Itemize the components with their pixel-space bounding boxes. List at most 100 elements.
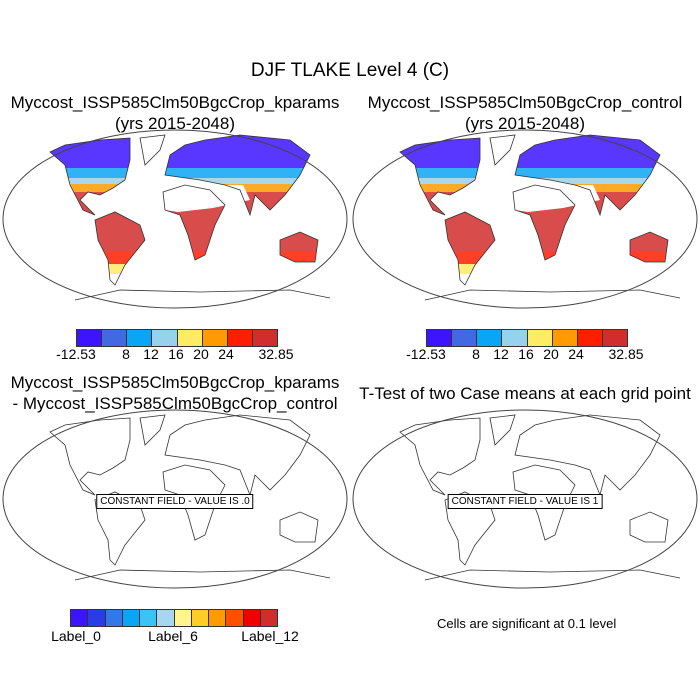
coastline-eurasia bbox=[514, 134, 661, 217]
coastline-south-america bbox=[444, 211, 496, 286]
colorbar-tick-label: -12.53 bbox=[56, 346, 96, 362]
colorbar-tick-label: 24 bbox=[568, 346, 584, 362]
colorbar-box-6 bbox=[577, 330, 603, 346]
colorbar-box-0 bbox=[71, 610, 89, 626]
coastline-africa bbox=[162, 184, 226, 261]
colorbar-box-4 bbox=[527, 330, 553, 346]
colorbar-box-3 bbox=[122, 610, 140, 626]
colorbar-box-7 bbox=[252, 330, 277, 346]
colorbar-box-11 bbox=[260, 610, 277, 626]
colorbar-tick-label: 20 bbox=[543, 346, 559, 362]
data-band bbox=[400, 264, 668, 274]
map-boundary bbox=[352, 409, 698, 589]
panel-3-title-line2: - Myccost_ISSP585Clm50BgcCrop_control bbox=[12, 394, 338, 413]
coastline-eurasia bbox=[514, 414, 661, 497]
coastline-africa bbox=[162, 464, 226, 541]
colorbar-tick-label: 16 bbox=[518, 346, 534, 362]
colorbar-tick-label: 16 bbox=[168, 346, 184, 362]
coastline-africa bbox=[512, 464, 576, 541]
colorbar-box-10 bbox=[243, 610, 261, 626]
data-band bbox=[400, 168, 668, 178]
colorbar-box-1 bbox=[88, 610, 106, 626]
data-band bbox=[400, 135, 668, 168]
colorbar-box-5 bbox=[202, 330, 228, 346]
coastline-greenland bbox=[489, 134, 516, 166]
colorbar-box-7 bbox=[191, 610, 209, 626]
map-panel-4 bbox=[352, 409, 698, 589]
coastline-eurasia bbox=[164, 134, 311, 217]
data-band bbox=[50, 264, 318, 274]
colorbar-diff-label-12: Label_12 bbox=[241, 628, 299, 644]
figure-title: DJF TLAKE Level 4 (C) bbox=[250, 60, 450, 81]
coastline-australia bbox=[279, 231, 319, 263]
colorbar-diff bbox=[70, 609, 278, 627]
coastline-eurasia bbox=[164, 414, 311, 497]
colorbar-box-4 bbox=[140, 610, 158, 626]
colorbar-box-0 bbox=[77, 330, 103, 346]
colorbar-tick-label: 20 bbox=[193, 346, 209, 362]
colorbar-tick-label: 8 bbox=[122, 346, 130, 362]
coastline-north-america bbox=[399, 137, 481, 216]
panel-3-title-line1: Myccost_ISSP585Clm50BgcCrop_kparams bbox=[10, 373, 340, 392]
coastline-australia bbox=[629, 511, 669, 543]
colorbar-box-5 bbox=[552, 330, 578, 346]
colorbar-box-3 bbox=[152, 330, 178, 346]
colorbar-box-0 bbox=[427, 330, 453, 346]
coastline-africa bbox=[512, 184, 576, 261]
panel-1-title: Myccost_ISSP585Clm50BgcCrop_kparams (yrs… bbox=[0, 92, 350, 134]
panel-3-title: Myccost_ISSP585Clm50BgcCrop_kparams - My… bbox=[0, 372, 350, 414]
colorbar-tick-label: 8 bbox=[472, 346, 480, 362]
coastline-australia bbox=[629, 231, 669, 263]
colorbar-tick-label: 12 bbox=[493, 346, 509, 362]
colorbar-box-6 bbox=[227, 330, 253, 346]
colorbar-diff-label-0: Label_0 bbox=[51, 628, 101, 644]
constant-field-label-ttest: CONSTANT FIELD - VALUE IS 1 bbox=[447, 494, 603, 509]
colorbar-box-2 bbox=[477, 330, 503, 346]
map-boundary bbox=[2, 409, 348, 589]
colorbar-panel-2 bbox=[426, 329, 628, 347]
colorbar-tick-label: -12.53 bbox=[406, 346, 446, 362]
colorbar-tick-label: 12 bbox=[143, 346, 159, 362]
coastline-greenland bbox=[489, 414, 516, 446]
coastline-north-america bbox=[49, 137, 131, 216]
colorbar-tick-label: 32.85 bbox=[608, 346, 644, 362]
colorbar-tick-label: 24 bbox=[218, 346, 234, 362]
colorbar-box-6 bbox=[174, 610, 192, 626]
data-band bbox=[50, 135, 318, 168]
data-band bbox=[50, 168, 318, 178]
significance-note: Cells are significant at 0.1 level bbox=[437, 616, 617, 631]
colorbar-box-5 bbox=[157, 610, 175, 626]
coastline-north-america bbox=[399, 417, 481, 496]
panel-1-title-line2: (yrs 2015-2048) bbox=[114, 114, 235, 133]
panel-2-title: Myccost_ISSP585Clm50BgcCrop_control (yrs… bbox=[350, 92, 700, 134]
coastline-north-america bbox=[49, 417, 131, 496]
coastline-antarctica bbox=[74, 569, 331, 581]
map-panel-3 bbox=[2, 409, 348, 589]
map-panel-1 bbox=[2, 129, 348, 309]
coastline-south-america bbox=[94, 211, 146, 286]
colorbar-box-9 bbox=[226, 610, 244, 626]
coastline-antarctica bbox=[74, 289, 331, 301]
coastline-antarctica bbox=[424, 289, 681, 301]
colorbar-tick-label: 32.85 bbox=[258, 346, 294, 362]
panel-2-title-line1: Myccost_ISSP585Clm50BgcCrop_control bbox=[367, 93, 683, 112]
colorbar-box-2 bbox=[127, 330, 153, 346]
panel-4-title: T-Test of two Case means at each grid po… bbox=[350, 383, 700, 404]
panel-4-title-line1: T-Test of two Case means at each grid po… bbox=[359, 384, 691, 403]
colorbar-box-2 bbox=[105, 610, 123, 626]
constant-field-label-diff: CONSTANT FIELD - VALUE IS .0 bbox=[96, 494, 254, 509]
map-panel-2 bbox=[352, 129, 698, 309]
colorbar-diff-label-6: Label_6 bbox=[148, 628, 198, 644]
colorbar-box-3 bbox=[502, 330, 528, 346]
panel-2-title-line2: (yrs 2015-2048) bbox=[464, 114, 585, 133]
map-boundary bbox=[352, 129, 698, 309]
colorbar-box-4 bbox=[177, 330, 203, 346]
colorbar-box-1 bbox=[452, 330, 478, 346]
coastline-antarctica bbox=[424, 569, 681, 581]
panel-1-title-line1: Myccost_ISSP585Clm50BgcCrop_kparams bbox=[10, 93, 340, 112]
colorbar-box-7 bbox=[602, 330, 627, 346]
map-boundary bbox=[2, 129, 348, 309]
coastline-greenland bbox=[139, 134, 166, 166]
coastline-australia bbox=[279, 511, 319, 543]
coastline-greenland bbox=[139, 414, 166, 446]
